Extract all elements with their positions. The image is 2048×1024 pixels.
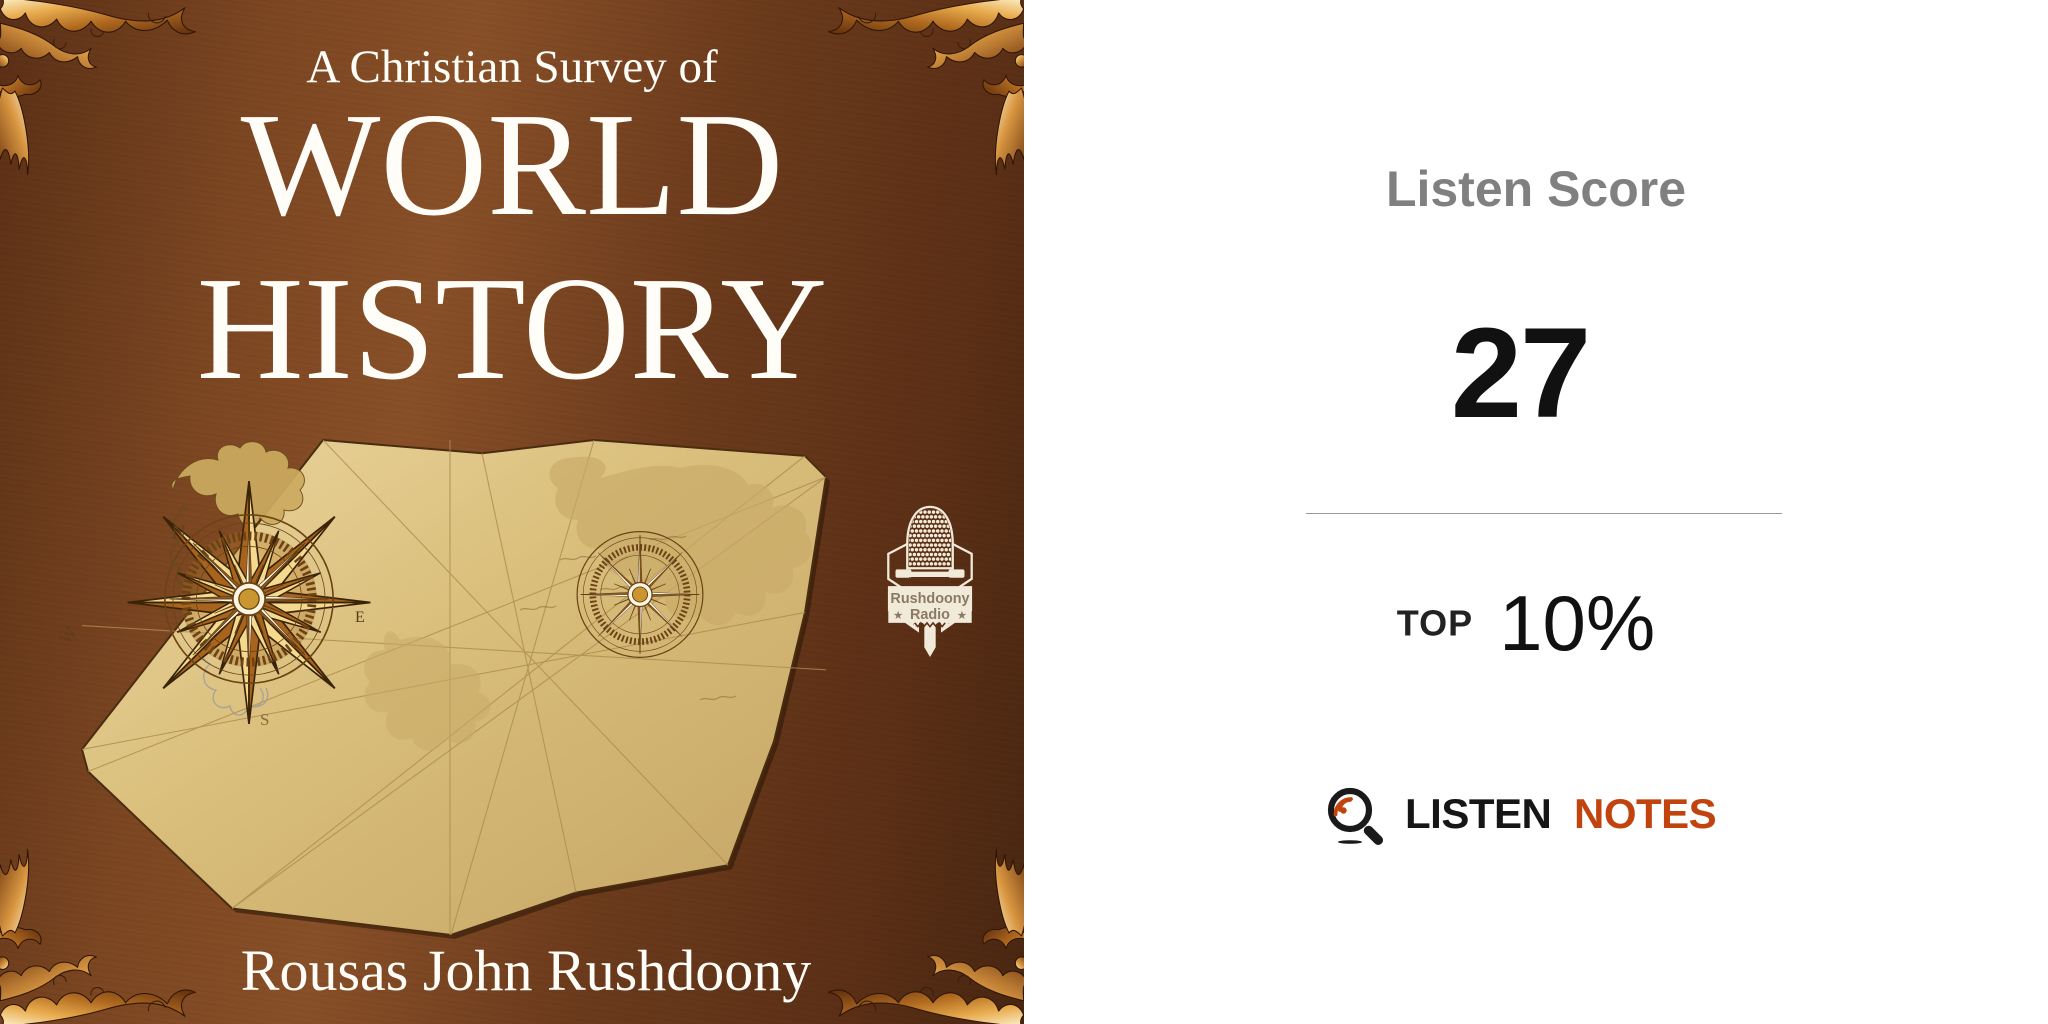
svg-text:★: ★ [893, 610, 903, 622]
svg-text:Rushdoony: Rushdoony [890, 591, 969, 607]
svg-text:★: ★ [957, 610, 967, 622]
svg-text:LISTEN: LISTEN [1405, 790, 1551, 837]
svg-text:N: N [172, 522, 186, 543]
svg-text:S: S [260, 710, 269, 729]
svg-text:NOTES: NOTES [1574, 790, 1716, 837]
svg-text:W: W [56, 622, 81, 647]
svg-text:Radio: Radio [910, 607, 950, 623]
svg-text:E: E [355, 609, 365, 626]
